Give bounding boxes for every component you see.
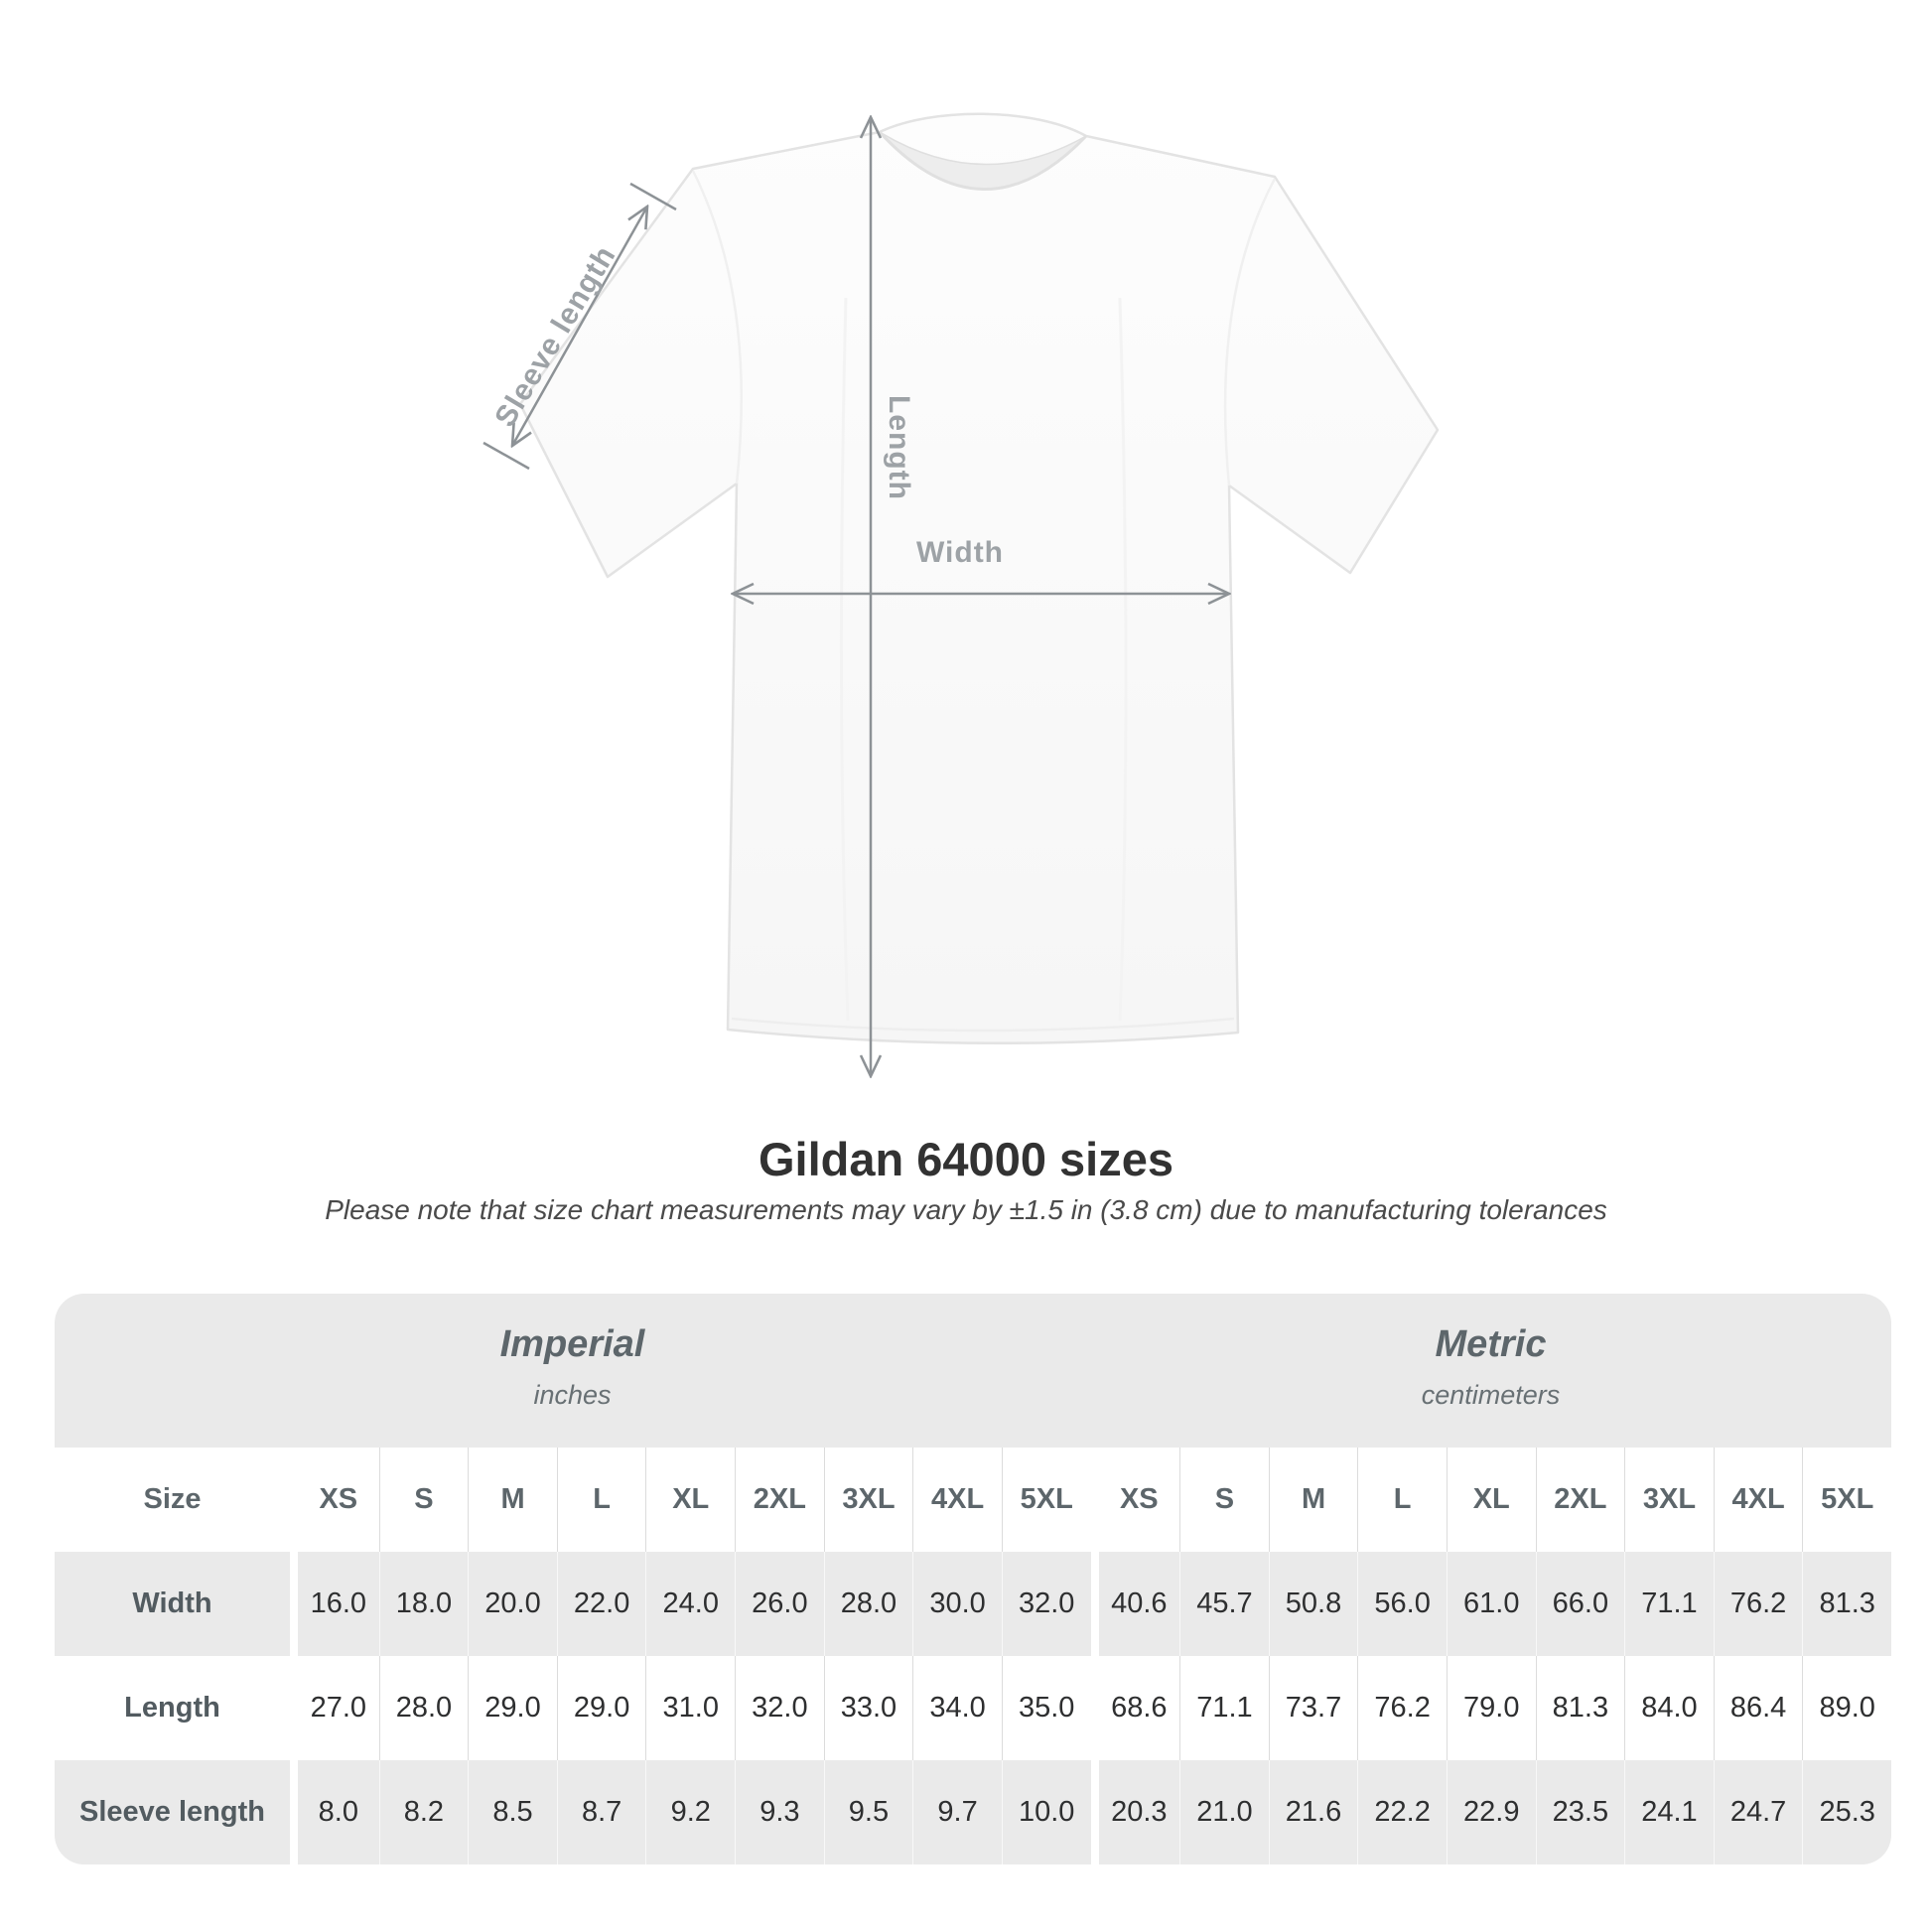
column-header: 3XL — [823, 1448, 913, 1552]
table-cell: 28.0 — [378, 1656, 469, 1760]
table-cell: 8.2 — [378, 1760, 469, 1864]
table-cell: 20.0 — [468, 1552, 557, 1656]
imperial-group-header: Imperial inches — [55, 1294, 1090, 1448]
table-cell: 79.0 — [1446, 1656, 1536, 1760]
table-cell: 40.6 — [1090, 1552, 1180, 1656]
column-header: S — [1179, 1448, 1269, 1552]
column-header: L — [556, 1448, 646, 1552]
length-label: Length — [883, 395, 915, 500]
column-header: 2XL — [735, 1448, 824, 1552]
table-cell: 18.0 — [378, 1552, 469, 1656]
table-cell: 32.0 — [1001, 1552, 1091, 1656]
column-header: S — [378, 1448, 469, 1552]
table-cell: 8.5 — [468, 1760, 557, 1864]
table-cell: 33.0 — [823, 1656, 913, 1760]
table-cell: 29.0 — [556, 1656, 646, 1760]
table-cell: 24.1 — [1624, 1760, 1714, 1864]
table-cell: 66.0 — [1535, 1552, 1625, 1656]
column-header: M — [1268, 1448, 1358, 1552]
table-cell: 16.0 — [290, 1552, 379, 1656]
table-cell: 29.0 — [468, 1656, 557, 1760]
table-row: Length 27.0 28.0 29.0 29.0 31.0 32.0 33.0 34.0 35… — [55, 1656, 1891, 1760]
table-cell: 24.7 — [1713, 1760, 1803, 1864]
unit-group-band: Imperial inches Metric centimeters — [55, 1294, 1891, 1448]
table-header-row: Size XS S M L XL 2XL 3XL 4XL 5XL XS S M L XL 2XL 3XL 4XL 5… — [55, 1448, 1891, 1552]
table-cell: 35.0 — [1001, 1656, 1091, 1760]
row-label: Width — [132, 1587, 212, 1619]
table-cell: 20.3 — [1090, 1760, 1180, 1864]
imperial-label: Imperial — [499, 1323, 645, 1365]
column-header: XS — [290, 1448, 379, 1552]
table-cell: 9.2 — [645, 1760, 735, 1864]
size-table: Imperial inches Metric centimeters Size X… — [55, 1294, 1891, 1864]
tshirt-photo — [518, 112, 1440, 1045]
table-cell: 73.7 — [1268, 1656, 1358, 1760]
imperial-unit: inches — [533, 1380, 612, 1410]
table-cell: 22.9 — [1446, 1760, 1536, 1864]
column-header: 2XL — [1535, 1448, 1625, 1552]
table-cell: 25.3 — [1802, 1760, 1891, 1864]
table-cell: 22.0 — [556, 1552, 646, 1656]
table-cell: 32.0 — [735, 1656, 824, 1760]
metric-group-header: Metric centimeters — [1090, 1294, 1891, 1448]
column-header: L — [1357, 1448, 1447, 1552]
table-cell: 8.0 — [290, 1760, 379, 1864]
table-cell: 86.4 — [1713, 1656, 1803, 1760]
table-cell: 22.2 — [1357, 1760, 1447, 1864]
column-header: 5XL — [1001, 1448, 1091, 1552]
table-cell: 68.6 — [1090, 1656, 1180, 1760]
column-header: 3XL — [1624, 1448, 1714, 1552]
table-cell: 9.7 — [912, 1760, 1002, 1864]
table-cell: 23.5 — [1535, 1760, 1625, 1864]
table-cell: 56.0 — [1357, 1552, 1447, 1656]
column-header: XL — [1446, 1448, 1536, 1552]
table-cell: 9.5 — [823, 1760, 913, 1864]
width-label: Width — [915, 536, 1005, 569]
table-cell: 21.6 — [1268, 1760, 1358, 1864]
table-cell: 76.2 — [1713, 1552, 1803, 1656]
metric-label: Metric — [1435, 1323, 1547, 1365]
table-cell: 71.1 — [1624, 1552, 1714, 1656]
table-cell: 10.0 — [1001, 1760, 1091, 1864]
table-cell: 45.7 — [1179, 1552, 1269, 1656]
row-label: Length — [124, 1692, 220, 1724]
table-cell: 26.0 — [735, 1552, 824, 1656]
table-cell: 24.0 — [645, 1552, 735, 1656]
table-cell: 8.7 — [556, 1760, 646, 1864]
table-cell: 84.0 — [1624, 1656, 1714, 1760]
table-cell: 27.0 — [290, 1656, 379, 1760]
tolerance-note: Please note that size chart measurements… — [325, 1194, 1607, 1225]
table-cell: 81.3 — [1535, 1656, 1625, 1760]
sleeve-dimension-line — [483, 182, 677, 471]
table-cell: 34.0 — [912, 1656, 1002, 1760]
table-cell: 76.2 — [1357, 1656, 1447, 1760]
table-row: Sleeve length 8.0 8.2 8.5 8.7 9.2 9.3 9.5 9.7 10.… — [55, 1760, 1891, 1864]
table-cell: 50.8 — [1268, 1552, 1358, 1656]
column-header: XS — [1090, 1448, 1180, 1552]
column-header: 5XL — [1802, 1448, 1891, 1552]
table-cell: 81.3 — [1802, 1552, 1891, 1656]
table-cell: 89.0 — [1802, 1656, 1891, 1760]
column-header: XL — [645, 1448, 735, 1552]
table-cell: 31.0 — [645, 1656, 735, 1760]
table-cell: 9.3 — [735, 1760, 824, 1864]
table-corner-size-label: Size — [143, 1483, 202, 1515]
table-cell: 28.0 — [823, 1552, 913, 1656]
table-row: Width 16.0 18.0 20.0 22.0 24.0 26.0 28.0 30.0 32.… — [55, 1552, 1891, 1656]
column-header: 4XL — [912, 1448, 1002, 1552]
metric-unit: centimeters — [1421, 1380, 1561, 1410]
column-header: M — [468, 1448, 557, 1552]
size-table-body: Size XS S M L XL 2XL 3XL 4XL 5XL XS S M L XL 2XL 3XL 4XL 5… — [55, 1448, 1891, 1864]
row-label: Sleeve length — [79, 1796, 265, 1828]
column-header: 4XL — [1713, 1448, 1803, 1552]
page-title: Gildan 64000 sizes — [758, 1133, 1174, 1185]
table-cell: 71.1 — [1179, 1656, 1269, 1760]
table-cell: 61.0 — [1446, 1552, 1536, 1656]
table-cell: 21.0 — [1179, 1760, 1269, 1864]
table-cell: 30.0 — [912, 1552, 1002, 1656]
